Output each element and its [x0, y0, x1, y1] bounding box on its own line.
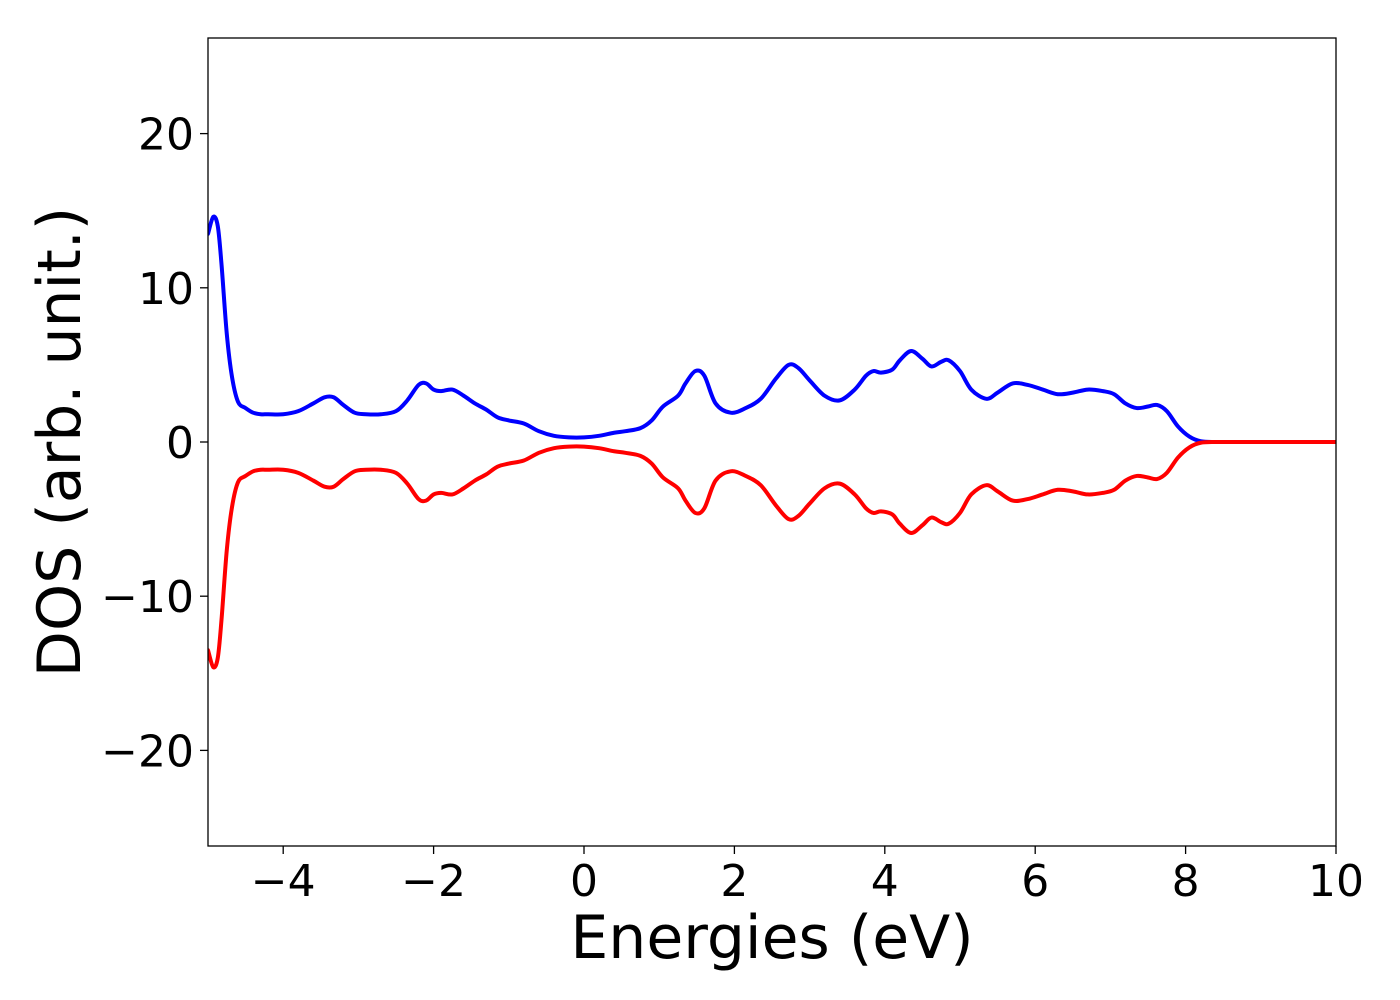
series-layer	[208, 214, 1336, 670]
x-tick-label: 8	[1172, 856, 1200, 907]
x-tick-label: 2	[720, 856, 748, 907]
series-line-2	[208, 439, 1336, 670]
x-tick-label: 4	[871, 856, 899, 907]
series-line-1	[208, 214, 1336, 445]
x-axis-ticks: −4 −2 0 2 4 6 8 10	[251, 846, 1364, 907]
y-tick-label: 20	[138, 110, 194, 161]
x-tick-label: 10	[1308, 856, 1364, 907]
y-tick-label: −20	[101, 726, 194, 777]
y-axis-title: DOS (arb. unit.)	[25, 207, 95, 677]
y-axis-ticks: 20 10 0 −10 −20	[101, 110, 208, 777]
x-tick-label: −2	[401, 856, 466, 907]
y-tick-label: 10	[138, 264, 194, 315]
y-tick-label: 0	[166, 418, 194, 469]
x-tick-label: 6	[1021, 856, 1049, 907]
y-tick-label: −10	[101, 572, 194, 623]
x-tick-label: −4	[251, 856, 316, 907]
plot-frame	[207, 37, 1337, 847]
x-tick-label: 0	[570, 856, 598, 907]
x-axis-title: Energies (eV)	[570, 903, 973, 973]
